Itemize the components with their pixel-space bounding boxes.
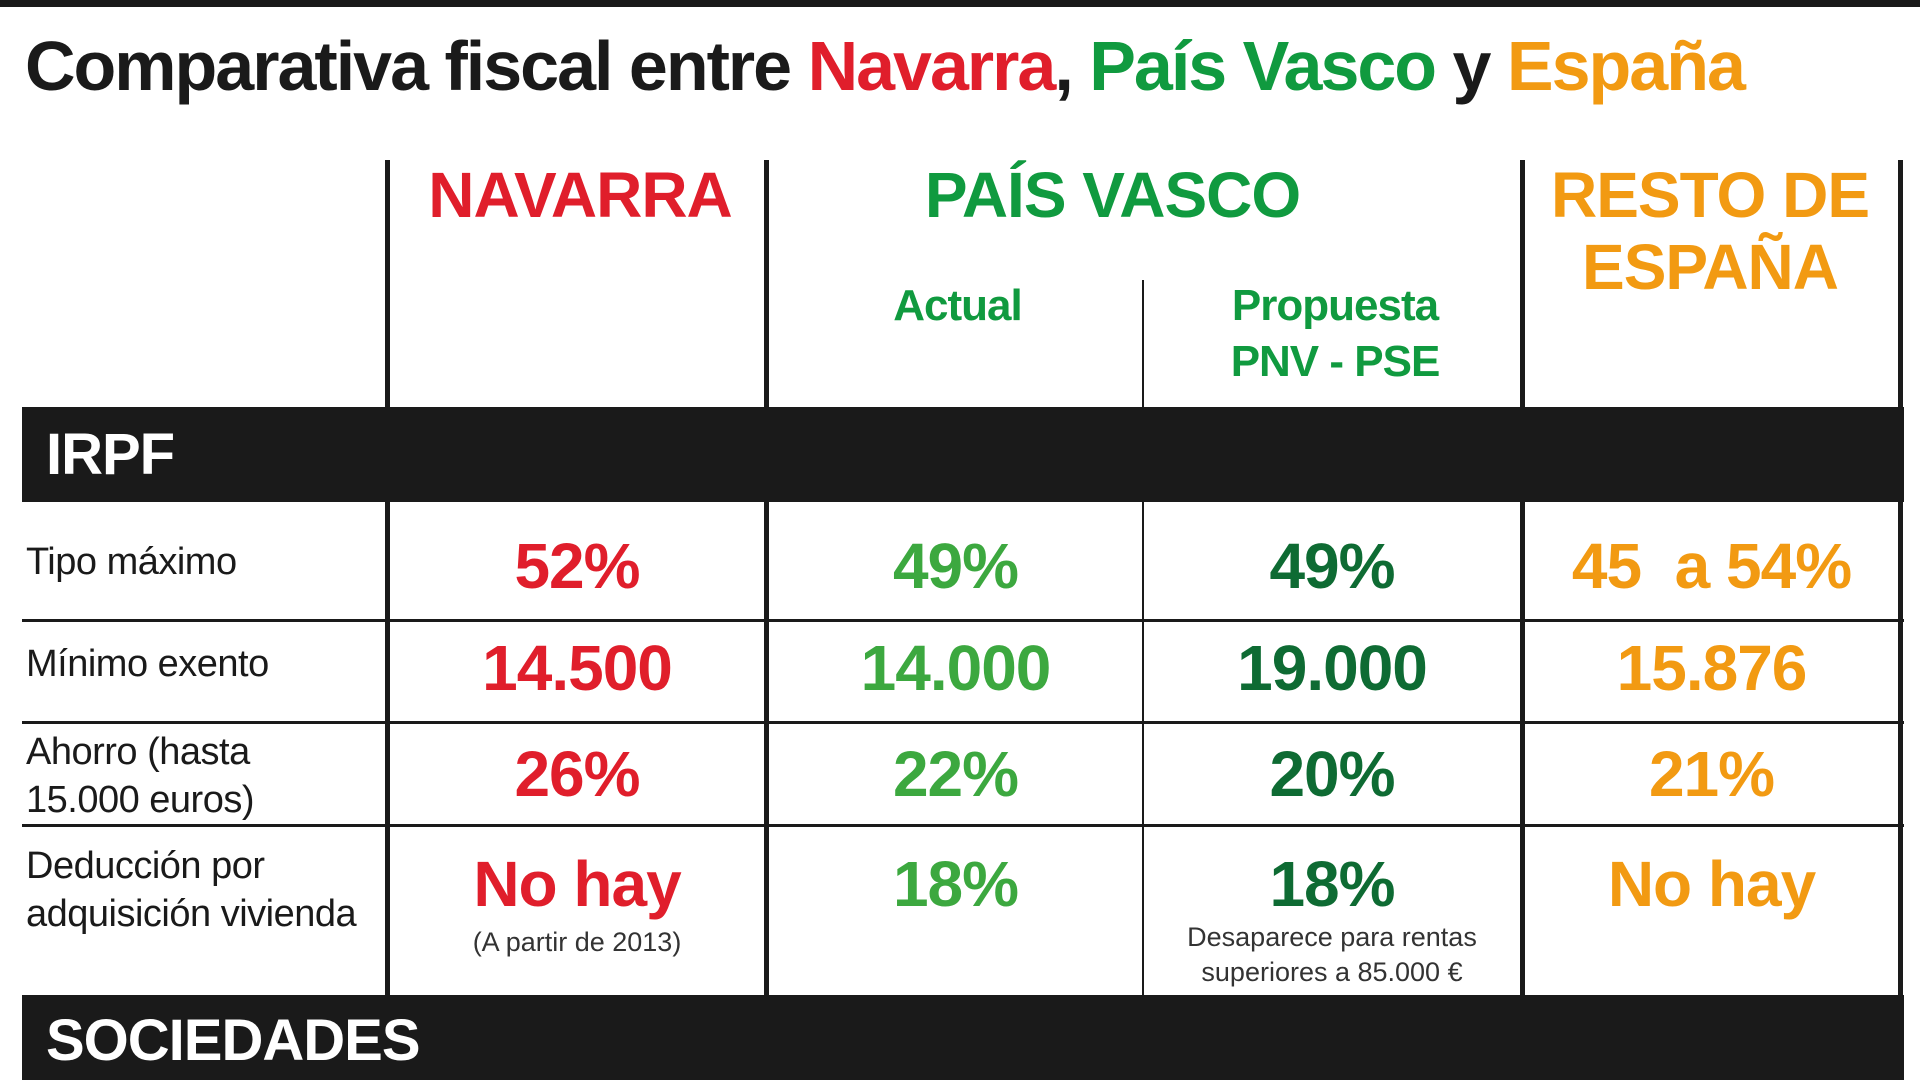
cell-navarra-note: (A partir de 2013) bbox=[472, 927, 682, 957]
col-divider bbox=[1520, 160, 1525, 407]
cell-pv-actual: 22% bbox=[892, 738, 1019, 810]
row-divider bbox=[22, 824, 1904, 827]
title-y: y bbox=[1435, 27, 1507, 105]
row-label-line1: Deducción por bbox=[26, 845, 265, 887]
col-divider bbox=[1520, 502, 1525, 995]
row-label: Ahorro (hasta 15.000 euros) bbox=[26, 728, 386, 824]
row-label-line2: 15.000 euros) bbox=[26, 779, 255, 821]
section-irpf: IRPF bbox=[22, 407, 1904, 502]
cell-navarra: No hay bbox=[473, 848, 681, 920]
row-divider bbox=[22, 619, 1904, 622]
cell-resto: 15.876 bbox=[1616, 632, 1808, 704]
header-pais-vasco: PAÍS VASCO bbox=[924, 159, 1301, 231]
title-comma: , bbox=[1054, 27, 1090, 105]
row-label-line1: Ahorro (hasta bbox=[26, 731, 250, 773]
cell-propuesta-note: Desaparece para rentas superiores a 85.0… bbox=[1144, 920, 1520, 990]
section-sociedades: SOCIEDADES bbox=[22, 995, 1904, 1080]
cell-resto: 45 a 54% bbox=[1571, 530, 1852, 602]
cell-pv-propuesta: 18% bbox=[1269, 848, 1395, 920]
header-propuesta-line1: Propuesta bbox=[1231, 281, 1439, 330]
title-pais-vasco: País Vasco bbox=[1089, 27, 1437, 105]
cell-navarra: 26% bbox=[514, 738, 640, 810]
col-divider bbox=[385, 502, 390, 995]
cell-pv-actual: 14.000 bbox=[860, 632, 1052, 704]
row-label: Tipo máximo bbox=[26, 541, 237, 583]
cell-navarra: 14.500 bbox=[482, 632, 673, 704]
cell-pv-propuesta: 49% bbox=[1269, 530, 1395, 602]
header-resto-espana: RESTO DE ESPAÑA bbox=[1525, 159, 1895, 303]
col-divider bbox=[1142, 280, 1144, 407]
cell-resto: 21% bbox=[1648, 738, 1775, 810]
cell-pv-actual: 18% bbox=[892, 848, 1019, 920]
header-actual: Actual bbox=[893, 281, 1022, 330]
header-propuesta: Propuesta PNV - PSE bbox=[1145, 278, 1525, 391]
row-label: Mínimo exento bbox=[26, 643, 269, 685]
col-divider bbox=[764, 502, 769, 995]
cell-propuesta-note-line2: superiores a 85.000 € bbox=[1201, 957, 1463, 987]
col-divider bbox=[1898, 502, 1903, 995]
row-divider bbox=[22, 721, 1904, 724]
top-rule bbox=[0, 0, 1920, 7]
col-divider bbox=[385, 160, 390, 407]
cell-propuesta-note-line1: Desaparece para rentas bbox=[1187, 922, 1477, 952]
cell-pv-propuesta: 19.000 bbox=[1237, 632, 1428, 704]
cell-pv-actual: 49% bbox=[892, 530, 1019, 602]
cell-pv-propuesta: 20% bbox=[1269, 738, 1395, 810]
row-label: Deducción por adquisición vivienda bbox=[26, 842, 386, 938]
cell-navarra: 52% bbox=[514, 530, 640, 602]
header-resto-line1: RESTO DE bbox=[1551, 159, 1870, 231]
header-resto-line2: ESPAÑA bbox=[1582, 230, 1839, 303]
page-title: Comparativa fiscal entre Navarra, País V… bbox=[25, 22, 1746, 110]
title-navarra: Navarra bbox=[807, 27, 1057, 105]
title-prefix: Comparativa fiscal entre bbox=[25, 27, 808, 105]
title-espana: España bbox=[1506, 27, 1746, 105]
cell-resto: No hay bbox=[1607, 848, 1816, 920]
col-divider bbox=[1898, 160, 1903, 407]
row-label-line2: adquisición vivienda bbox=[26, 893, 357, 935]
header-navarra: NAVARRA bbox=[428, 159, 733, 231]
col-divider bbox=[764, 160, 769, 407]
header-propuesta-line2: PNV - PSE bbox=[1230, 337, 1441, 387]
col-divider bbox=[1142, 502, 1144, 995]
